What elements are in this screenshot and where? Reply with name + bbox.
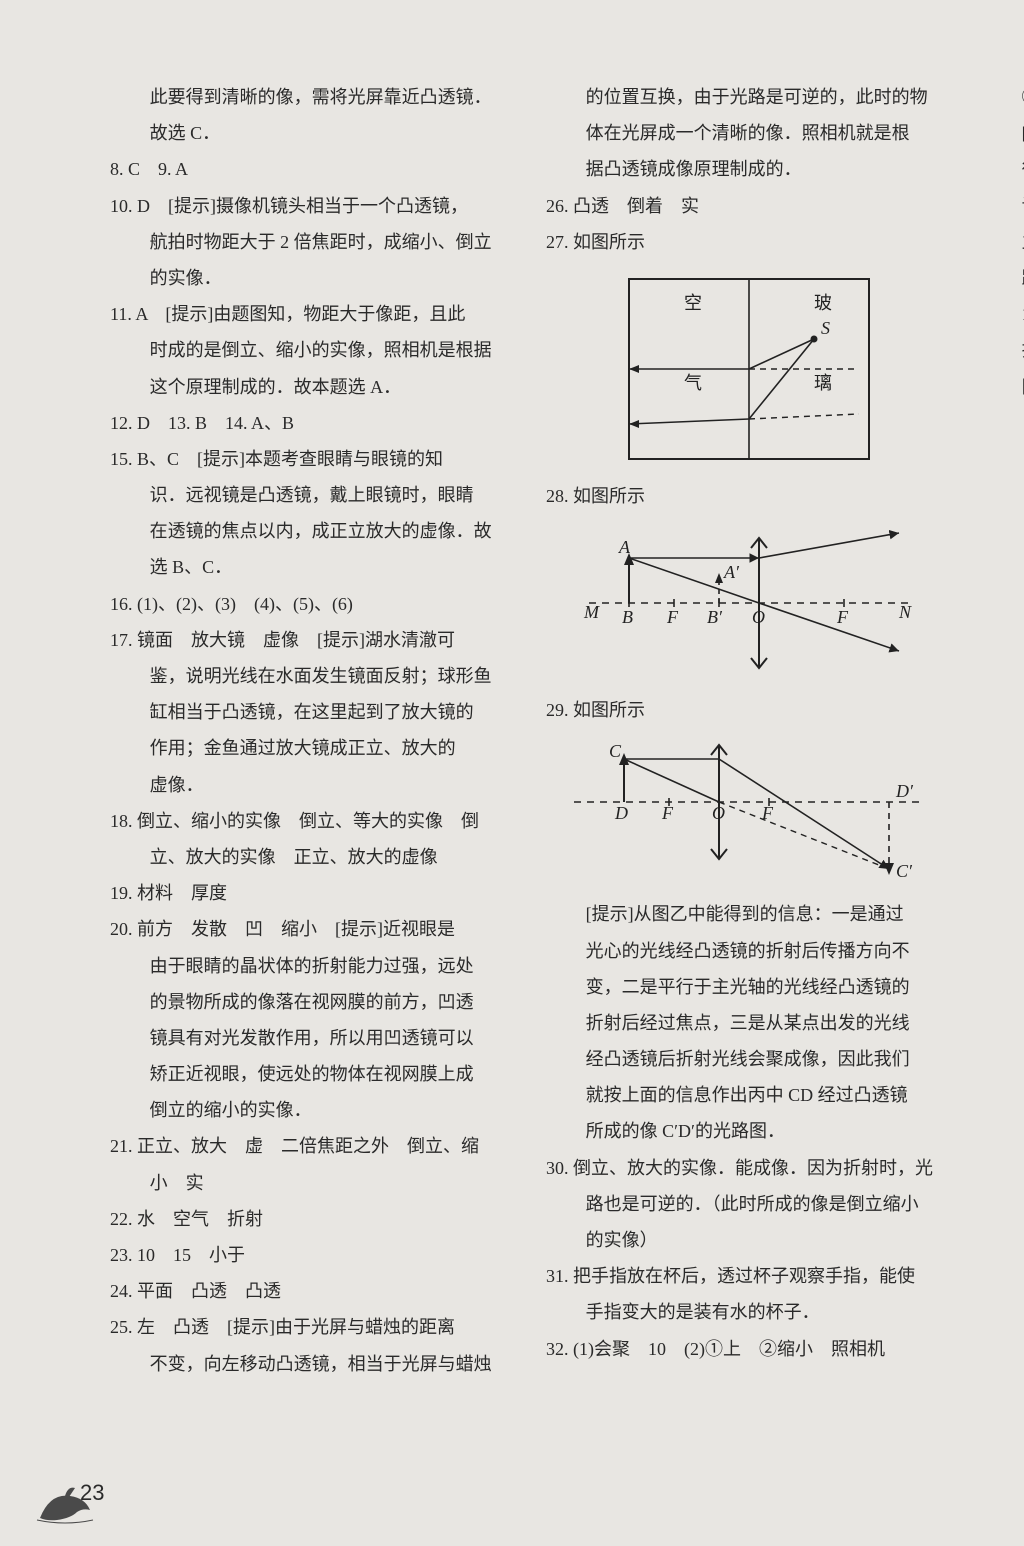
para: 由于眼睛的晶状体的折射能力过强，远处	[110, 949, 516, 983]
item-16: 16. (1)、(2)、(3) (4)、(5)、(6)	[110, 587, 516, 621]
para: 把烛焰、凸透镜及光屏三者的中心调整在	[982, 333, 1024, 367]
item-18: 18. 倒立、缩小的实像 倒立、等大的实像 倒	[110, 804, 516, 838]
label-C: C	[609, 741, 622, 761]
page-body: 此要得到清晰的像，需将光屏靠近凸透镜． 故选 C． 8. C 9. A 10. …	[0, 0, 1024, 1430]
item-21: 21. 正立、放大 虚 二倍焦距之外 倒立、缩	[110, 1129, 516, 1163]
label-kong: 空	[684, 293, 702, 313]
para: 距离就是焦距，所以该凸透镜的焦距是	[982, 261, 1024, 295]
label-D: D	[614, 803, 628, 823]
para: 航拍时物距大于 2 倍焦距时，成缩小、倒立	[110, 225, 516, 259]
label-qi: 气	[684, 373, 702, 393]
para: 说明凸透镜对光有会聚作用．位于凸透镜	[982, 189, 1024, 223]
label-A: A	[618, 537, 631, 557]
item-30: 30. 倒立、放大的实像．能成像．因为折射时，光	[546, 1151, 952, 1185]
para: 不变，向左移动凸透镜，相当于光屏与蜡烛	[110, 1347, 516, 1381]
para: [提示]本题考查凸透镜的性质及成像规	[982, 116, 1024, 150]
para: 的实像）	[546, 1223, 952, 1257]
para: 鉴，说明光线在水面发生镜面反射；球形鱼	[110, 659, 516, 693]
page-number: 23	[80, 1472, 104, 1514]
para: 镜具有对光发散作用，所以用凹透镜可以	[110, 1021, 516, 1055]
para: 倒立的缩小的实像．	[110, 1093, 516, 1127]
item-26: 26. 凸透 倒着 实	[546, 189, 952, 223]
label-F: F	[666, 607, 679, 627]
figure-29: C D F O F D′ C′	[546, 737, 952, 887]
label-M: M	[583, 602, 600, 622]
para: 所成的像 C′D′的光路图．	[546, 1114, 952, 1148]
para: 律．(1)凸透镜能够把太阳光会聚于一点，	[982, 152, 1024, 186]
label-Ap: A′	[723, 562, 740, 582]
para: ③右	[982, 80, 1024, 114]
para: 此要得到清晰的像，需将光屏靠近凸透镜．	[110, 80, 516, 114]
item-20: 20. 前方 发散 凹 缩小 [提示]近视眼是	[110, 912, 516, 946]
item-15: 15. B、C [提示]本题考查眼睛与眼镜的知	[110, 442, 516, 476]
para: 就按上面的信息作出丙中 CD 经过凸透镜	[546, 1078, 952, 1112]
para: 选 B、C．	[110, 550, 516, 584]
label-li: 璃	[814, 373, 832, 393]
para: 故选 C．	[110, 116, 516, 150]
label-O: O	[712, 803, 725, 823]
item-29: 29. 如图所示	[546, 693, 952, 727]
item-23: 23. 10 15 小于	[110, 1238, 516, 1272]
para: 小 实	[110, 1166, 516, 1200]
item-8-9: 8. C 9. A	[110, 152, 516, 186]
item-10: 10. D [提示]摄像机镜头相当于一个凸透镜，	[110, 189, 516, 223]
para: 折射后经过焦点，三是从某点出发的光线	[546, 1006, 952, 1040]
para: 虚像．	[110, 768, 516, 802]
label-bo: 玻	[814, 293, 832, 313]
label-F: F	[661, 803, 674, 823]
item-24: 24. 平面 凸透 凸透	[110, 1274, 516, 1308]
label-Bp: B′	[707, 607, 723, 627]
label-S: S	[821, 318, 830, 338]
para: [提示]从图乙中能得到的信息：一是通过	[546, 897, 952, 931]
para: 在透镜的焦点以内，成正立放大的虚像．故	[110, 514, 516, 548]
para: 缸相当于凸透镜，在这里起到了放大镜的	[110, 695, 516, 729]
label-Dp: D′	[895, 781, 914, 801]
para: 路也是可逆的．（此时所成的像是倒立缩小	[546, 1187, 952, 1221]
para: 主光轴上的会聚点即焦点到凸透镜光心的	[982, 225, 1024, 259]
para: 光心的光线经凸透镜的折射后传播方向不	[546, 934, 952, 968]
label-N: N	[898, 602, 912, 622]
item-17: 17. 镜面 放大镜 虚像 [提示]湖水清澈可	[110, 623, 516, 657]
para: 10 cm．(2)研究凸透镜成像规律时，首先要	[982, 297, 1024, 331]
label-Fr: F	[836, 607, 849, 627]
para: 这个原理制成的．故本题选 A．	[110, 370, 516, 404]
para: 的景物所成的像落在视网膜的前方，凹透	[110, 985, 516, 1019]
para: 识．远视镜是凸透镜，戴上眼镜时，眼睛	[110, 478, 516, 512]
para: 矫正近视眼，使远处的物体在视网膜上成	[110, 1057, 516, 1091]
item-11: 11. A [提示]由题图知，物距大于像距，且此	[110, 297, 516, 331]
item-27: 27. 如图所示	[546, 225, 952, 259]
para: 的位置互换，由于光路是可逆的，此时的物	[546, 80, 952, 114]
para: 变，二是平行于主光轴的光线经凸透镜的	[546, 970, 952, 1004]
para: 时成的是倒立、缩小的实像，照相机是根据	[110, 333, 516, 367]
item-25: 25. 左 凸透 [提示]由于光屏与蜡烛的距离	[110, 1310, 516, 1344]
para: 体在光屏成一个清晰的像．照相机就是根	[546, 116, 952, 150]
para: 立、放大的实像 正立、放大的虚像	[110, 840, 516, 874]
para: 作用；金鱼通过放大镜成正立、放大的	[110, 731, 516, 765]
label-Cp: C′	[896, 861, 913, 881]
figure-27: 空 玻 气 璃 S	[546, 269, 952, 469]
label-B: B	[622, 607, 633, 627]
para: 同一高度．烛焰在光屏上的像偏高，为了使	[982, 370, 1024, 404]
label-O: O	[752, 607, 765, 627]
para: 手指变大的是装有水的杯子．	[546, 1295, 952, 1329]
item-19: 19. 材料 厚度	[110, 876, 516, 910]
item-32: 32. (1)会聚 10 (2)①上 ②缩小 照相机	[546, 1332, 952, 1366]
item-31: 31. 把手指放在杯后，透过杯子观察手指，能使	[546, 1259, 952, 1293]
item-22: 22. 水 空气 折射	[110, 1202, 516, 1236]
para: 的实像．	[110, 261, 516, 295]
para: 据凸透镜成像原理制成的．	[546, 152, 952, 186]
para: 经凸透镜后折射光线会聚成像，因此我们	[546, 1042, 952, 1076]
item-12-14: 12. D 13. B 14. A、B	[110, 406, 516, 440]
figure-28: M N B F B′ O F A A′	[546, 523, 952, 683]
item-28: 28. 如图所示	[546, 479, 952, 513]
